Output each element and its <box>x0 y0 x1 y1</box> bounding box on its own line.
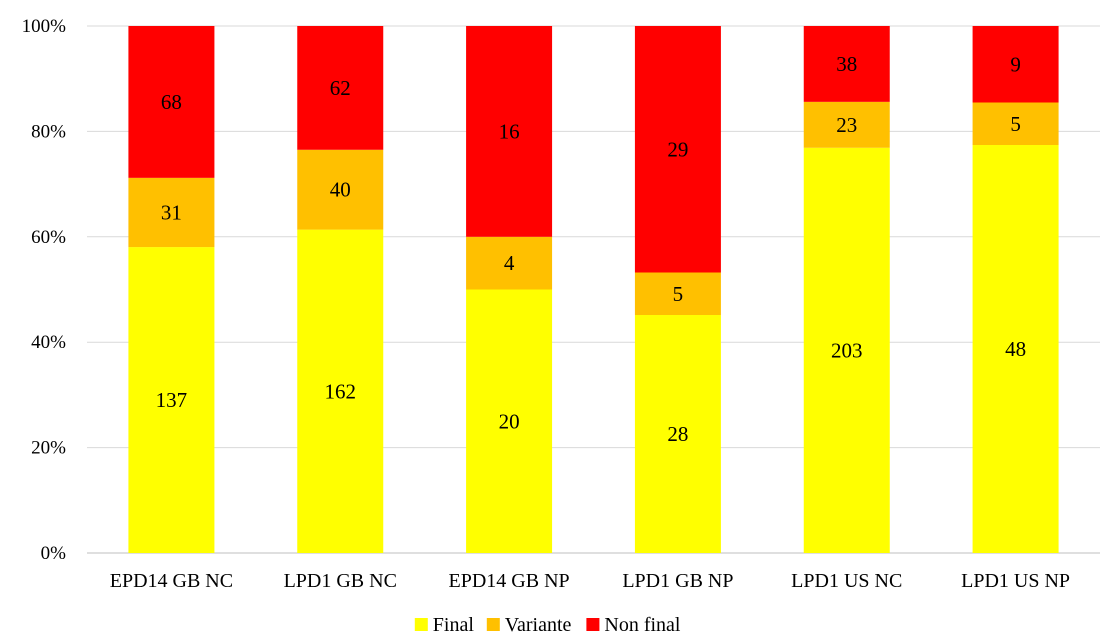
bar-segment[interactable] <box>972 145 1059 553</box>
bar-segment[interactable] <box>466 289 553 554</box>
bar-segment[interactable] <box>297 26 384 150</box>
y-tick-label: 100% <box>22 16 67 37</box>
bars: 137 31 68 162 40 62 20 4 16 28 5 29 203 23 38 48 5 9 <box>128 26 1059 554</box>
bar-segment[interactable] <box>634 26 721 273</box>
data-label: 68 <box>161 90 182 114</box>
gridlines <box>87 25 1100 554</box>
bar-segment[interactable] <box>128 26 215 178</box>
bar-segment[interactable] <box>803 101 890 148</box>
bar-segment[interactable] <box>466 236 553 290</box>
x-tick-label: EPD14 GB NC <box>110 570 233 592</box>
legend[interactable]: Final Variante Non final <box>414 614 681 636</box>
x-tick-label: LPD1 GB NP <box>622 570 733 592</box>
legend-item[interactable]: Non final <box>586 614 681 636</box>
y-tick-label: 0% <box>41 543 67 564</box>
y-axis: 0% 20% 40% 60% 80% 100% <box>22 16 67 564</box>
legend-swatch <box>414 618 428 631</box>
legend-label: Non final <box>604 614 681 636</box>
data-label: 16 <box>499 119 520 143</box>
data-label: 4 <box>504 251 515 275</box>
bar-segment[interactable] <box>634 272 721 316</box>
bar-segment[interactable] <box>128 177 215 248</box>
data-label: 40 <box>330 178 351 202</box>
legend-item[interactable]: Final <box>414 614 475 636</box>
y-tick-label: 80% <box>31 121 66 142</box>
x-tick-label: LPD1 GB NC <box>284 570 397 592</box>
bar-segment[interactable] <box>972 26 1059 103</box>
bar-segment[interactable] <box>634 315 721 553</box>
x-tick-label: LPD1 US NC <box>791 570 902 592</box>
data-label: 5 <box>673 282 684 306</box>
bar-segment[interactable] <box>972 102 1059 146</box>
legend-swatch <box>586 618 600 631</box>
bar-segment[interactable] <box>803 147 890 554</box>
bar-segment[interactable] <box>803 26 890 102</box>
legend-label: Variante <box>505 614 572 636</box>
y-tick-label: 60% <box>31 227 66 248</box>
bar-segment[interactable] <box>128 247 215 554</box>
y-tick-label: 40% <box>31 332 66 353</box>
data-label: 9 <box>1010 52 1021 76</box>
legend-swatch <box>486 618 500 631</box>
data-label: 162 <box>325 379 357 403</box>
data-label: 203 <box>831 338 863 362</box>
data-label: 20 <box>499 409 520 433</box>
data-label: 62 <box>330 76 351 100</box>
x-axis: EPD14 GB NC LPD1 GB NC EPD14 GB NP LPD1 GB … <box>110 570 1070 592</box>
data-label: 23 <box>836 113 857 137</box>
data-label: 48 <box>1005 337 1026 361</box>
data-label: 28 <box>667 422 688 446</box>
x-tick-label: LPD1 US NP <box>961 570 1070 592</box>
data-label: 5 <box>1010 112 1021 136</box>
data-label: 29 <box>667 137 688 161</box>
y-tick-label: 20% <box>31 438 66 459</box>
data-label: 137 <box>156 388 188 412</box>
bar-segment[interactable] <box>297 149 384 230</box>
x-tick-label: EPD14 GB NP <box>449 570 570 592</box>
data-label: 38 <box>836 52 857 76</box>
bar-segment[interactable] <box>297 229 384 553</box>
legend-item[interactable]: Variante <box>486 614 572 636</box>
legend-label: Final <box>433 614 475 636</box>
bar-segment[interactable] <box>466 26 553 237</box>
data-label: 31 <box>161 200 182 224</box>
